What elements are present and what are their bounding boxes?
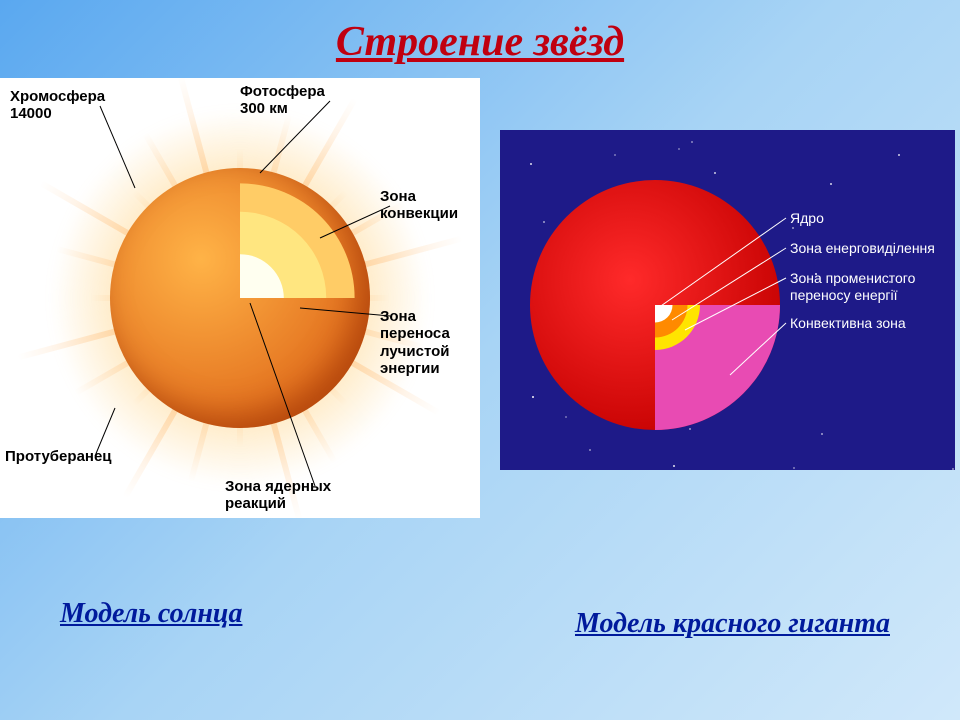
label-giant-core: Ядро bbox=[790, 210, 824, 227]
sun-cutaway bbox=[240, 168, 370, 298]
sun-diagram: Хромосфера 14000 Фотосфера 300 км Зона к… bbox=[0, 78, 480, 518]
giant-diagram: Ядро Зона енерговиділення Зона променист… bbox=[500, 130, 955, 470]
label-core-zone: Зона ядерных реакций bbox=[225, 478, 331, 513]
label-convection: Зона конвекции bbox=[380, 188, 458, 223]
caption-giant: Модель красного гиганта bbox=[575, 608, 890, 640]
label-chromosphere: Хромосфера 14000 bbox=[10, 88, 105, 123]
giant-body bbox=[530, 180, 780, 430]
label-giant-radiative: Зона променистого переносу енергії bbox=[790, 270, 915, 304]
label-radiative: Зона переноса лучистой энергии bbox=[380, 308, 450, 377]
page-title: Строение звёзд bbox=[0, 18, 960, 66]
label-giant-convective: Конвективна зона bbox=[790, 315, 906, 332]
caption-sun: Модель солнца bbox=[60, 598, 242, 630]
label-prominence: Протуберанец bbox=[5, 448, 112, 465]
label-giant-energy: Зона енерговиділення bbox=[790, 240, 935, 257]
giant-cutaway bbox=[655, 305, 780, 430]
label-photosphere: Фотосфера 300 км bbox=[240, 83, 325, 118]
sun-body bbox=[110, 168, 370, 428]
